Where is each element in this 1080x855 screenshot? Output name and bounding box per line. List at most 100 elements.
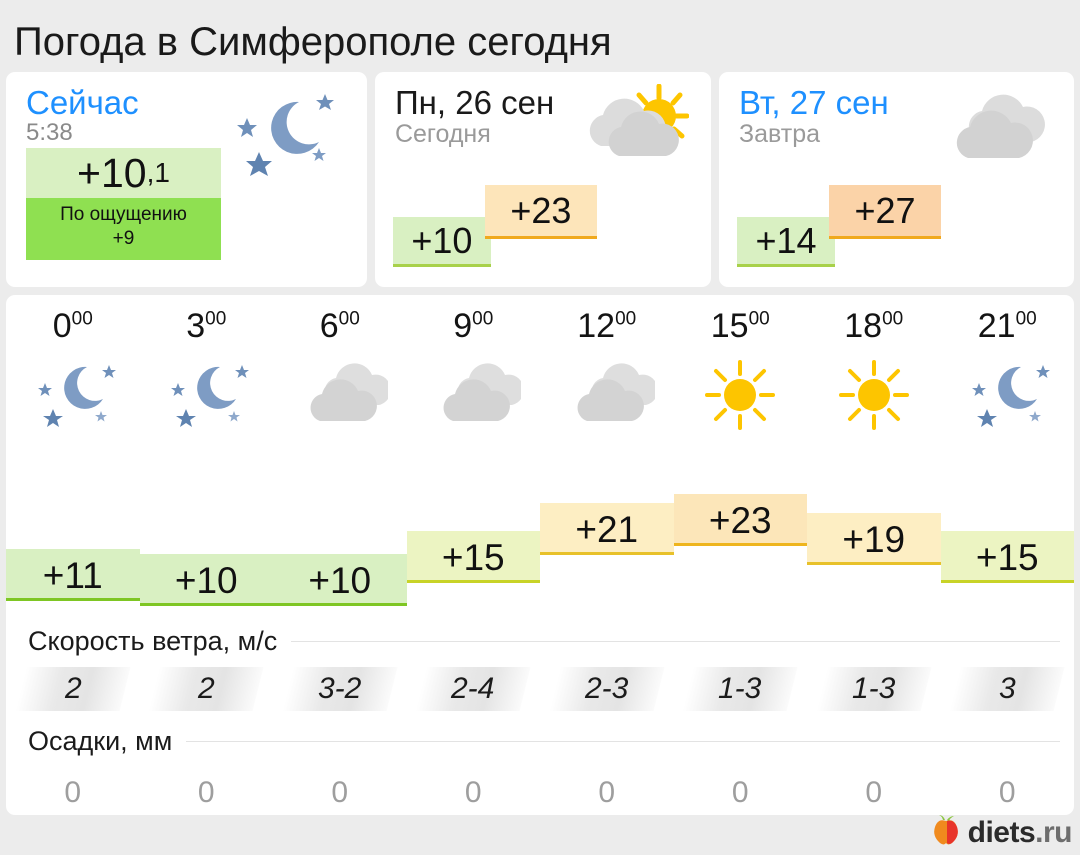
- card-current-title: Сейчас: [26, 84, 139, 121]
- precipitation-value: 0: [598, 776, 616, 809]
- sun-icon: [674, 359, 808, 431]
- hour-label: 900: [453, 307, 494, 345]
- logo-tld: .ru: [1035, 815, 1072, 849]
- hour-label-cell: 1500: [674, 309, 808, 343]
- wind-chip: 1-3: [682, 667, 798, 711]
- moon-stars-icon: [207, 88, 337, 188]
- temperature-bar: +21: [540, 503, 674, 555]
- card-tomorrow-subtitle: Завтра: [739, 120, 821, 148]
- hour-minutes: 00: [338, 308, 360, 330]
- temperature-value: +10: [174, 560, 238, 601]
- wind-section-title: Скорость ветра, м/с: [28, 625, 278, 656]
- hourly-forecast-panel: 000 300 600 900 1200 1500 1800 2100 +11 +10 +10 +1…: [6, 295, 1074, 815]
- precipitation-section-divider: [186, 740, 1060, 742]
- feels-like-block: По ощущению +9: [26, 198, 221, 260]
- precipitation-value: 0: [865, 776, 883, 809]
- wind-cell: 2: [6, 667, 140, 711]
- temperature-value: +21: [575, 509, 639, 550]
- temperature-bar: +23: [673, 494, 807, 546]
- temperature-value: +19: [842, 519, 906, 560]
- precipitation-section-title: Осадки, мм: [28, 725, 173, 756]
- moon-stars-icon: [6, 359, 140, 431]
- hour-icons-row: [6, 343, 1074, 439]
- hour-label: 1800: [844, 307, 904, 345]
- summary-cards-row: Сейчас 5:38 +10,1 По ощущению +9 Пн,: [0, 72, 1080, 287]
- today-low-temperature: +10: [392, 217, 491, 267]
- wind-chip: 2-3: [549, 667, 665, 711]
- hour-minutes: 00: [748, 308, 770, 330]
- temperature-value: +11: [42, 555, 103, 596]
- wind-chip: 3: [949, 667, 1065, 711]
- card-today-header: Пн, 26 сен Сегодня: [375, 72, 711, 149]
- today-high-temperature: +23: [484, 185, 597, 239]
- temperature-value: +23: [708, 500, 772, 541]
- temperature-bar: +15: [940, 531, 1074, 583]
- wind-value: 2: [197, 672, 215, 705]
- hour-minutes: 00: [205, 308, 227, 330]
- precipitation-value: 0: [64, 776, 82, 809]
- site-logo[interactable]: diets.ru: [932, 814, 1072, 851]
- card-tomorrow-title: Вт, 27 сен: [739, 84, 889, 121]
- hour-minutes: 00: [1015, 308, 1037, 330]
- hour-label-cell: 1800: [807, 309, 941, 343]
- hour-label-cell: 900: [407, 309, 541, 343]
- wind-chip: 3-2: [282, 667, 398, 711]
- cloudy-icon: [407, 359, 541, 431]
- feels-like-value: +9: [112, 228, 135, 249]
- hour-label: 000: [52, 307, 93, 345]
- temperature-value: +10: [308, 560, 372, 601]
- hour-label-cell: 300: [140, 309, 274, 343]
- temperature-bar: +10: [139, 554, 273, 606]
- hour-label: 600: [319, 307, 360, 345]
- cloudy-icon: [942, 84, 1052, 169]
- wind-value: 1-3: [852, 672, 896, 705]
- temperature-step-chart: +11 +10 +10 +15 +21 +23 +19 +15: [6, 485, 1074, 615]
- hour-label: 2100: [977, 307, 1037, 345]
- wind-value: 1-3: [718, 672, 762, 705]
- card-today[interactable]: Пн, 26 сен Сегодня +10 +23: [374, 72, 712, 287]
- today-temperature-range: +10 +23: [392, 183, 673, 267]
- card-current-header: Сейчас 5:38: [6, 72, 367, 146]
- precipitation-value: 0: [197, 776, 215, 809]
- hour-label: 1200: [577, 307, 637, 345]
- apple-icon: [932, 814, 962, 851]
- precipitation-value: 0: [331, 776, 349, 809]
- temperature-bar: +15: [406, 531, 540, 583]
- cloudy-icon: [273, 359, 407, 431]
- sun-icon: [807, 359, 941, 431]
- wind-cell: 3: [941, 667, 1075, 711]
- wind-cell: 1-3: [807, 667, 941, 711]
- current-temperature-fraction: ,1: [146, 157, 170, 188]
- wind-section: Скорость ветра, м/с 2 2 3-2 2-4 2-3 1-3 1-3 3: [6, 619, 1074, 715]
- page-title: Погода в Симферополе сегодня: [14, 20, 612, 64]
- card-current-weather[interactable]: Сейчас 5:38 +10,1 По ощущению +9: [6, 72, 367, 287]
- temperature-bar: +19: [807, 513, 941, 565]
- tomorrow-low-temperature: +14: [737, 217, 836, 267]
- hour-label: 1500: [710, 307, 770, 345]
- current-temperature-block: +10,1 По ощущению +9: [26, 148, 221, 260]
- wind-value: 2-4: [451, 672, 495, 705]
- hour-label: 300: [186, 307, 227, 345]
- wind-chip: 2: [15, 667, 131, 711]
- wind-section-divider: [291, 640, 1060, 642]
- precipitation-value: 0: [998, 776, 1016, 809]
- temperature-value: +15: [441, 537, 505, 578]
- hour-label-cell: 2100: [941, 309, 1075, 343]
- sun-behind-cloud-icon: [579, 83, 690, 169]
- hour-minutes: 00: [71, 308, 93, 330]
- card-tomorrow[interactable]: Вт, 27 сен Завтра +14 +27: [719, 72, 1074, 287]
- tomorrow-high-temperature: +27: [829, 185, 942, 239]
- hour-minutes: 00: [882, 308, 904, 330]
- wind-values-row: 2 2 3-2 2-4 2-3 1-3 1-3 3: [6, 663, 1074, 715]
- temperature-bar: +11: [6, 549, 140, 601]
- moon-stars-icon: [140, 359, 274, 431]
- hour-labels-row: 000 300 600 900 1200 1500 1800 2100: [6, 295, 1074, 343]
- moon-stars-icon: [941, 359, 1075, 431]
- card-tomorrow-header: Вт, 27 сен Завтра: [719, 72, 1074, 149]
- temperature-bar: +10: [273, 554, 407, 606]
- precipitation-value: 0: [464, 776, 482, 809]
- wind-cell: 3-2: [273, 667, 407, 711]
- wind-cell: 2-3: [540, 667, 674, 711]
- wind-cell: 2-4: [407, 667, 541, 711]
- hour-minutes: 00: [472, 308, 494, 330]
